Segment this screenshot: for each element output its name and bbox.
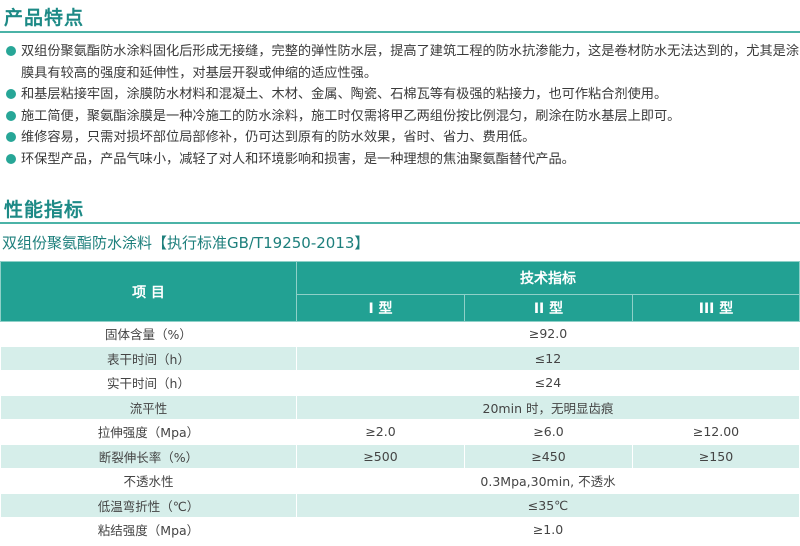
header-type-3: III 型 [632,294,800,322]
item-cell: 流平性 [0,394,297,420]
table-row: 表干时间（h） ≤12 [0,345,800,371]
value-cell: ≥6.0 [464,419,633,445]
table-row: 拉伸强度（Mpa） ≥2.0 ≥6.0 ≥12.00 [0,419,800,445]
specs-table: 项 目 技术指标 I 型 II 型 III 型 固体含量（%） ≥92.0 表干时间… [0,261,800,543]
feature-text: 施工简便，聚氨酯涂膜是一种冷施工的防水涂料，施工时仅需将甲乙两组份按比例混匀，刷… [21,108,681,124]
specs-heading: 性能指标 [4,199,85,221]
item-cell: 低温弯折性（℃） [0,492,297,518]
features-list: 双组份聚氨酯防水涂料固化后形成无接缝，完整的弹性防水层，提高了建筑工程的防水抗渗… [6,41,800,170]
feature-item: 双组份聚氨酯防水涂料固化后形成无接缝，完整的弹性防水层，提高了建筑工程的防水抗渗… [6,41,800,84]
feature-item: 施工简便，聚氨酯涂膜是一种冷施工的防水涂料，施工时仅需将甲乙两组份按比例混匀，刷… [6,106,800,128]
value-cell: 20min 时，无明显齿痕 [296,394,800,420]
value-cell: ≥450 [464,443,633,469]
item-cell: 粘结强度（Mpa） [0,517,297,543]
value-cell: 0.3Mpa,30min, 不透水 [296,468,800,494]
table-row: 低温弯折性（℃） ≤35℃ [0,492,800,518]
item-cell: 不透水性 [0,468,297,494]
bullet-dot-icon [6,89,16,99]
header-group: 技术指标 [296,261,800,295]
table-row: 粘结强度（Mpa） ≥1.0 [0,517,800,543]
item-cell: 表干时间（h） [0,345,297,371]
value-cell: ≥1.0 [296,517,800,543]
header-item: 项 目 [0,261,297,322]
feature-item: 和基层粘接牢固，涂膜防水材料和混凝土、木材、金属、陶瓷、石棉瓦等有极强的粘接力，… [6,84,800,106]
feature-item: 维修容易，只需对损坏部位局部修补，仍可达到原有的防水效果，省时、省力、费用低。 [6,127,800,149]
value-cell: ≥150 [632,443,800,469]
value-cell: ≤12 [296,345,800,371]
header-type-2: II 型 [464,294,633,322]
table-row: 固体含量（%） ≥92.0 [0,321,800,347]
divider [0,31,800,33]
table-row: 不透水性 0.3Mpa,30min, 不透水 [0,468,800,494]
value-cell: ≥92.0 [296,321,800,347]
header-type-1: I 型 [296,294,465,322]
item-cell: 断裂伸长率（%） [0,443,297,469]
feature-text: 双组份聚氨酯防水涂料固化后形成无接缝，完整的弹性防水层，提高了建筑工程的防水抗渗… [21,44,800,81]
value-cell: ≤35℃ [296,492,800,518]
item-cell: 拉伸强度（Mpa） [0,419,297,445]
item-cell: 固体含量（%） [0,321,297,347]
features-heading: 产品特点 [4,7,85,29]
table-row: 断裂伸长率（%） ≥500 ≥450 ≥150 [0,443,800,469]
feature-item: 环保型产品，产品气味小，减轻了对人和环境影响和损害，是一种理想的焦油聚氨酯替代产… [6,149,800,171]
table-row: 流平性 20min 时，无明显齿痕 [0,394,800,420]
value-cell: ≤24 [296,370,800,396]
value-cell: ≥12.00 [632,419,800,445]
divider [0,222,800,224]
item-cell: 实干时间（h） [0,370,297,396]
value-cell: ≥500 [296,443,465,469]
bullet-dot-icon [6,110,16,121]
feature-text: 环保型产品，产品气味小，减轻了对人和环境影响和损害，是一种理想的焦油聚氨酯替代产… [21,151,575,167]
feature-text: 维修容易，只需对损坏部位局部修补，仍可达到原有的防水效果，省时、省力、费用低。 [21,130,536,145]
bullet-dot-icon [6,153,16,164]
table-row: 实干时间（h） ≤24 [0,370,800,396]
bullet-dot-icon [6,132,16,142]
feature-text: 和基层粘接牢固，涂膜防水材料和混凝土、木材、金属、陶瓷、石棉瓦等有极强的粘接力，… [21,87,668,102]
specs-subtitle: 双组份聚氨酯防水涂料【执行标准GB/T19250-2013】 [2,234,370,252]
value-cell: ≥2.0 [296,419,465,445]
bullet-dot-icon [6,46,16,56]
